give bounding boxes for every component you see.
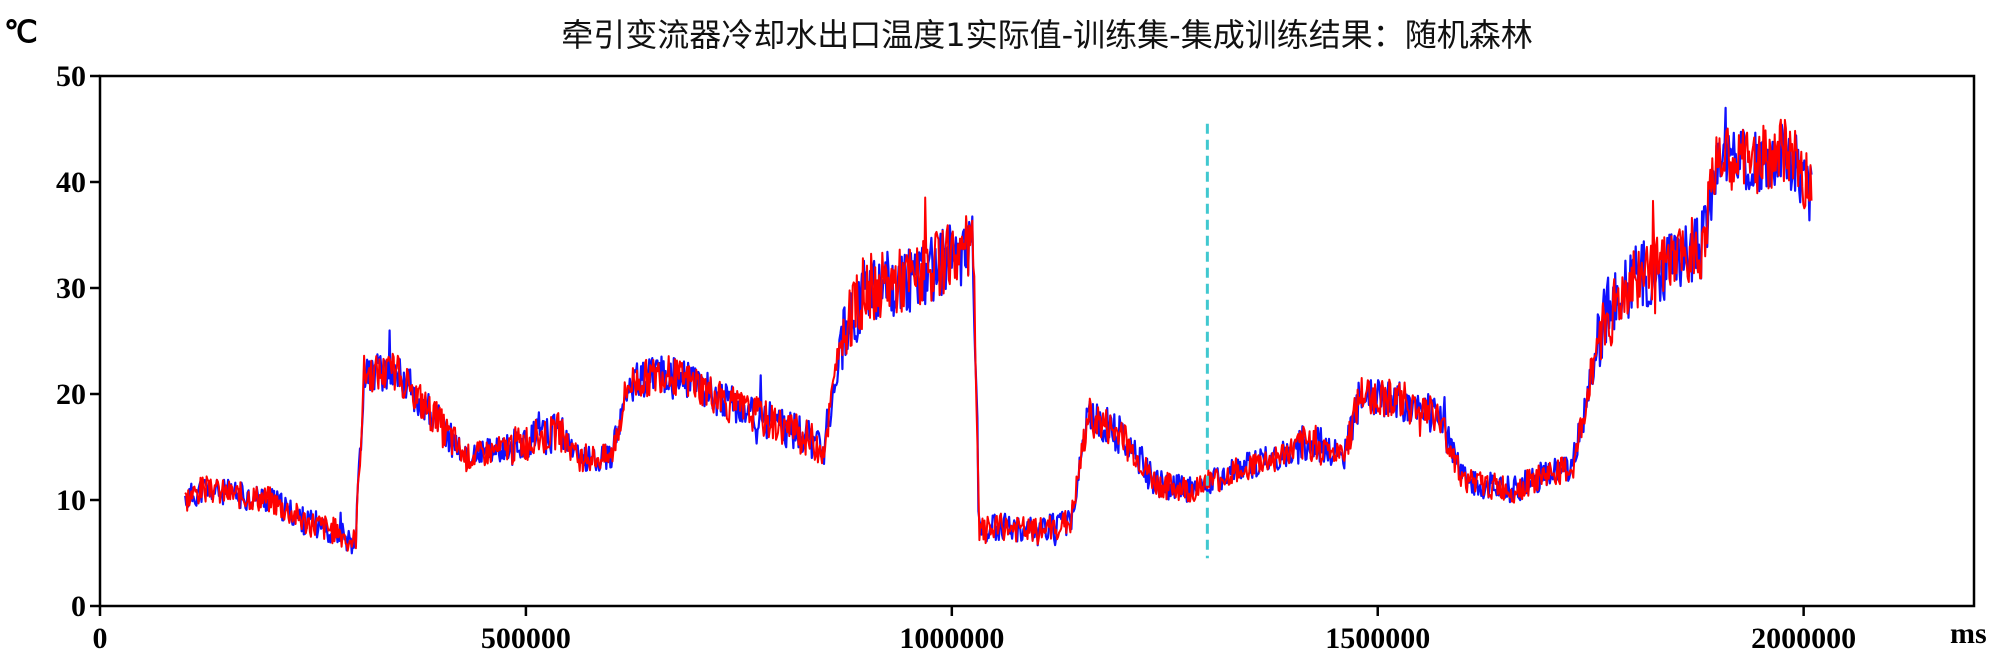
x-tick-label: 1500000 bbox=[1325, 622, 1430, 655]
y-axis-unit-label: ℃ bbox=[4, 16, 38, 49]
y-tick-label: 10 bbox=[56, 484, 86, 517]
y-tick-label: 30 bbox=[56, 272, 86, 305]
y-tick-label: 50 bbox=[56, 60, 86, 93]
chart-title: 牵引变流器冷却水出口温度1实际值-训练集-集成训练结果：随机森林 bbox=[561, 16, 1532, 54]
x-tick-label: 500000 bbox=[481, 622, 571, 655]
x-tick-label: 1000000 bbox=[899, 622, 1004, 655]
plot-frame bbox=[98, 74, 1976, 608]
x-tick-label: 2000000 bbox=[1751, 622, 1856, 655]
series-line-blue bbox=[184, 106, 1813, 555]
y-tick-label: 20 bbox=[56, 378, 86, 411]
axis-ticks: 0 10 20 30 40 50 0 500000 1000000 1500000 2000000 bbox=[56, 60, 1856, 655]
y-tick-label: 40 bbox=[56, 166, 86, 199]
plot-area bbox=[184, 106, 1813, 559]
x-axis-unit-label: ms bbox=[1950, 617, 1987, 650]
y-tick-label: 0 bbox=[71, 590, 86, 623]
series-line-red bbox=[184, 118, 1813, 552]
x-tick-label: 0 bbox=[93, 622, 108, 655]
